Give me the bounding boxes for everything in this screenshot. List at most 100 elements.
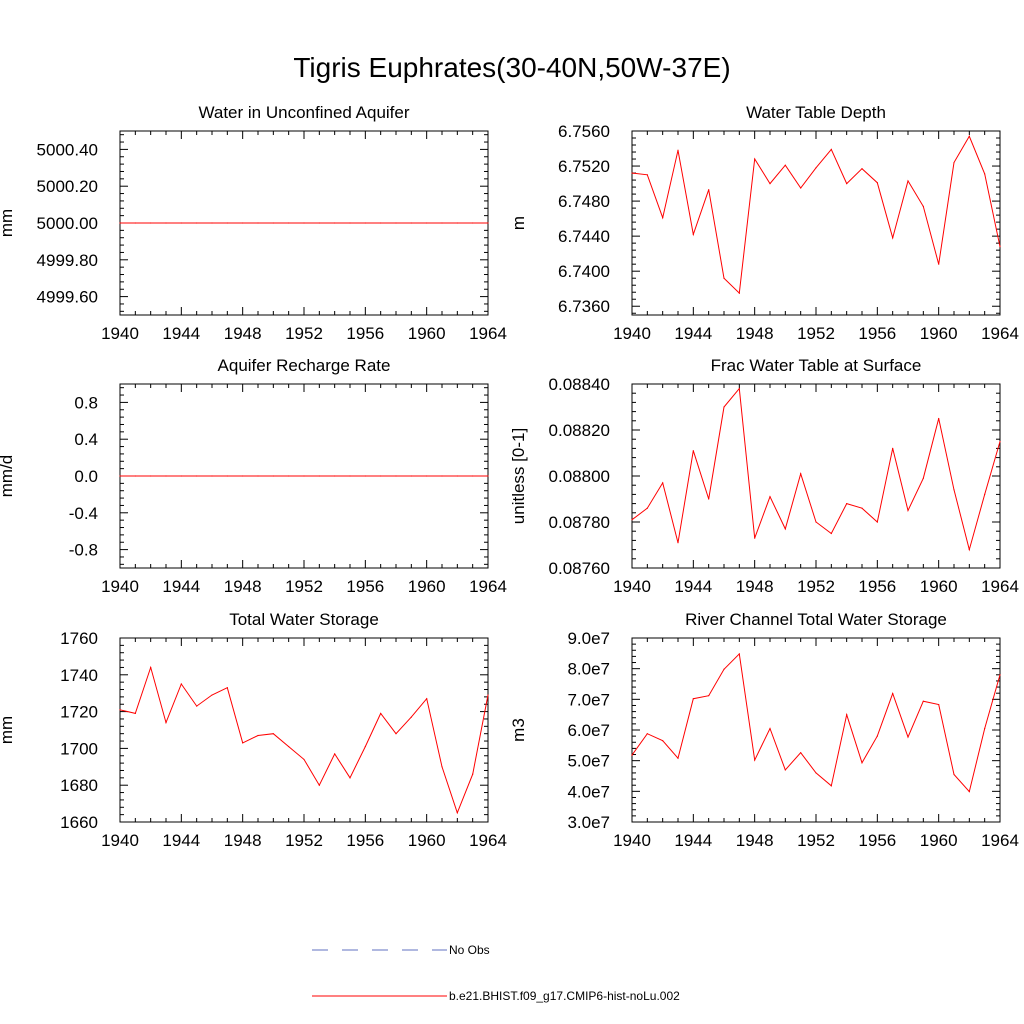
data-point [708,695,710,697]
data-point [984,173,986,175]
y-tick-label: 6.7360 [558,297,610,316]
x-tick-label: 1960 [920,324,958,343]
page-title: Tigris Euphrates(30-40N,50W-37E) [293,52,731,83]
x-tick-label: 1948 [736,577,774,596]
data-point [938,417,940,420]
x-tick-label: 1952 [285,324,323,343]
y-tick-label: 6.7400 [558,262,610,281]
data-point [738,388,740,390]
data-point [226,687,228,689]
x-tick-label: 1956 [346,324,384,343]
data-point [800,752,802,754]
data-point [303,758,305,761]
x-tick-label: 1944 [162,324,200,343]
data-point [723,406,725,408]
y-tick-label: 4999.80 [37,251,98,270]
data-point [677,757,679,759]
data-point [180,475,182,477]
data-point [180,683,182,685]
data-point [846,714,848,716]
x-tick-label: 1960 [408,324,446,343]
panel-title: Aquifer Recharge Rate [218,356,391,375]
data-point [692,450,694,452]
y-tick-label: 6.7520 [558,157,610,176]
x-tick-label: 1944 [162,831,200,850]
panel-title: Frac Water Table at Surface [711,356,922,375]
data-point [257,475,259,477]
y-tick-label: 0.4 [74,430,98,449]
data-point [441,222,443,224]
y-tick-label: 1700 [60,739,98,758]
x-tick-label: 1964 [981,577,1019,596]
data-point [487,222,489,224]
data-point [380,222,382,224]
data-point [769,182,771,185]
x-tick-label: 1960 [408,831,446,850]
x-tick-label: 1956 [858,831,896,850]
x-tick-label: 1964 [469,577,507,596]
x-tick-label: 1964 [469,324,507,343]
data-point [631,172,633,174]
data-point [999,440,1001,443]
data-point [134,222,136,224]
data-point [953,161,955,164]
data-point [226,222,228,224]
data-point [334,753,336,755]
data-point [165,222,167,224]
data-point [472,773,474,775]
data-point [938,703,940,706]
data-point [119,709,121,711]
x-tick-label: 1956 [858,577,896,596]
data-point [754,158,756,160]
data-point [846,503,848,505]
y-axis-label: m [509,216,528,230]
data-point [441,766,443,768]
data-point [646,733,648,735]
data-point [318,784,320,786]
data-point [784,164,786,166]
data-point [646,507,648,509]
x-tick-label: 1952 [797,324,835,343]
data-point [364,475,366,477]
y-tick-label: 1680 [60,776,98,795]
data-point [211,222,213,224]
data-point [922,205,924,207]
data-point [472,475,474,477]
data-point [242,475,244,477]
data-point [272,733,274,735]
x-tick-label: 1960 [408,577,446,596]
data-point [968,135,970,137]
data-point [876,735,878,737]
data-point [968,791,970,793]
x-tick-label: 1964 [981,831,1019,850]
data-point [426,698,428,700]
data-point [334,475,336,477]
data-point [196,475,198,477]
data-point [426,475,428,477]
data-point [303,475,305,477]
data-point [999,246,1001,248]
data-point [196,705,198,707]
data-point [815,167,817,169]
x-tick-label: 1948 [736,324,774,343]
y-axis-label: mm/d [0,455,16,498]
data-point [441,475,443,477]
x-tick-label: 1956 [346,831,384,850]
data-point [380,475,382,477]
data-point [769,727,771,730]
y-axis-label: m3 [509,718,528,742]
data-point [646,174,648,176]
x-tick-label: 1940 [613,324,651,343]
x-tick-label: 1952 [285,831,323,850]
y-tick-label: 4999.60 [37,288,98,307]
data-point [272,222,274,224]
data-point [318,475,320,477]
data-point [456,475,458,477]
data-point [830,148,832,150]
data-point [318,222,320,224]
data-point [922,700,924,702]
x-tick-label: 1944 [674,324,712,343]
data-point [349,475,351,477]
